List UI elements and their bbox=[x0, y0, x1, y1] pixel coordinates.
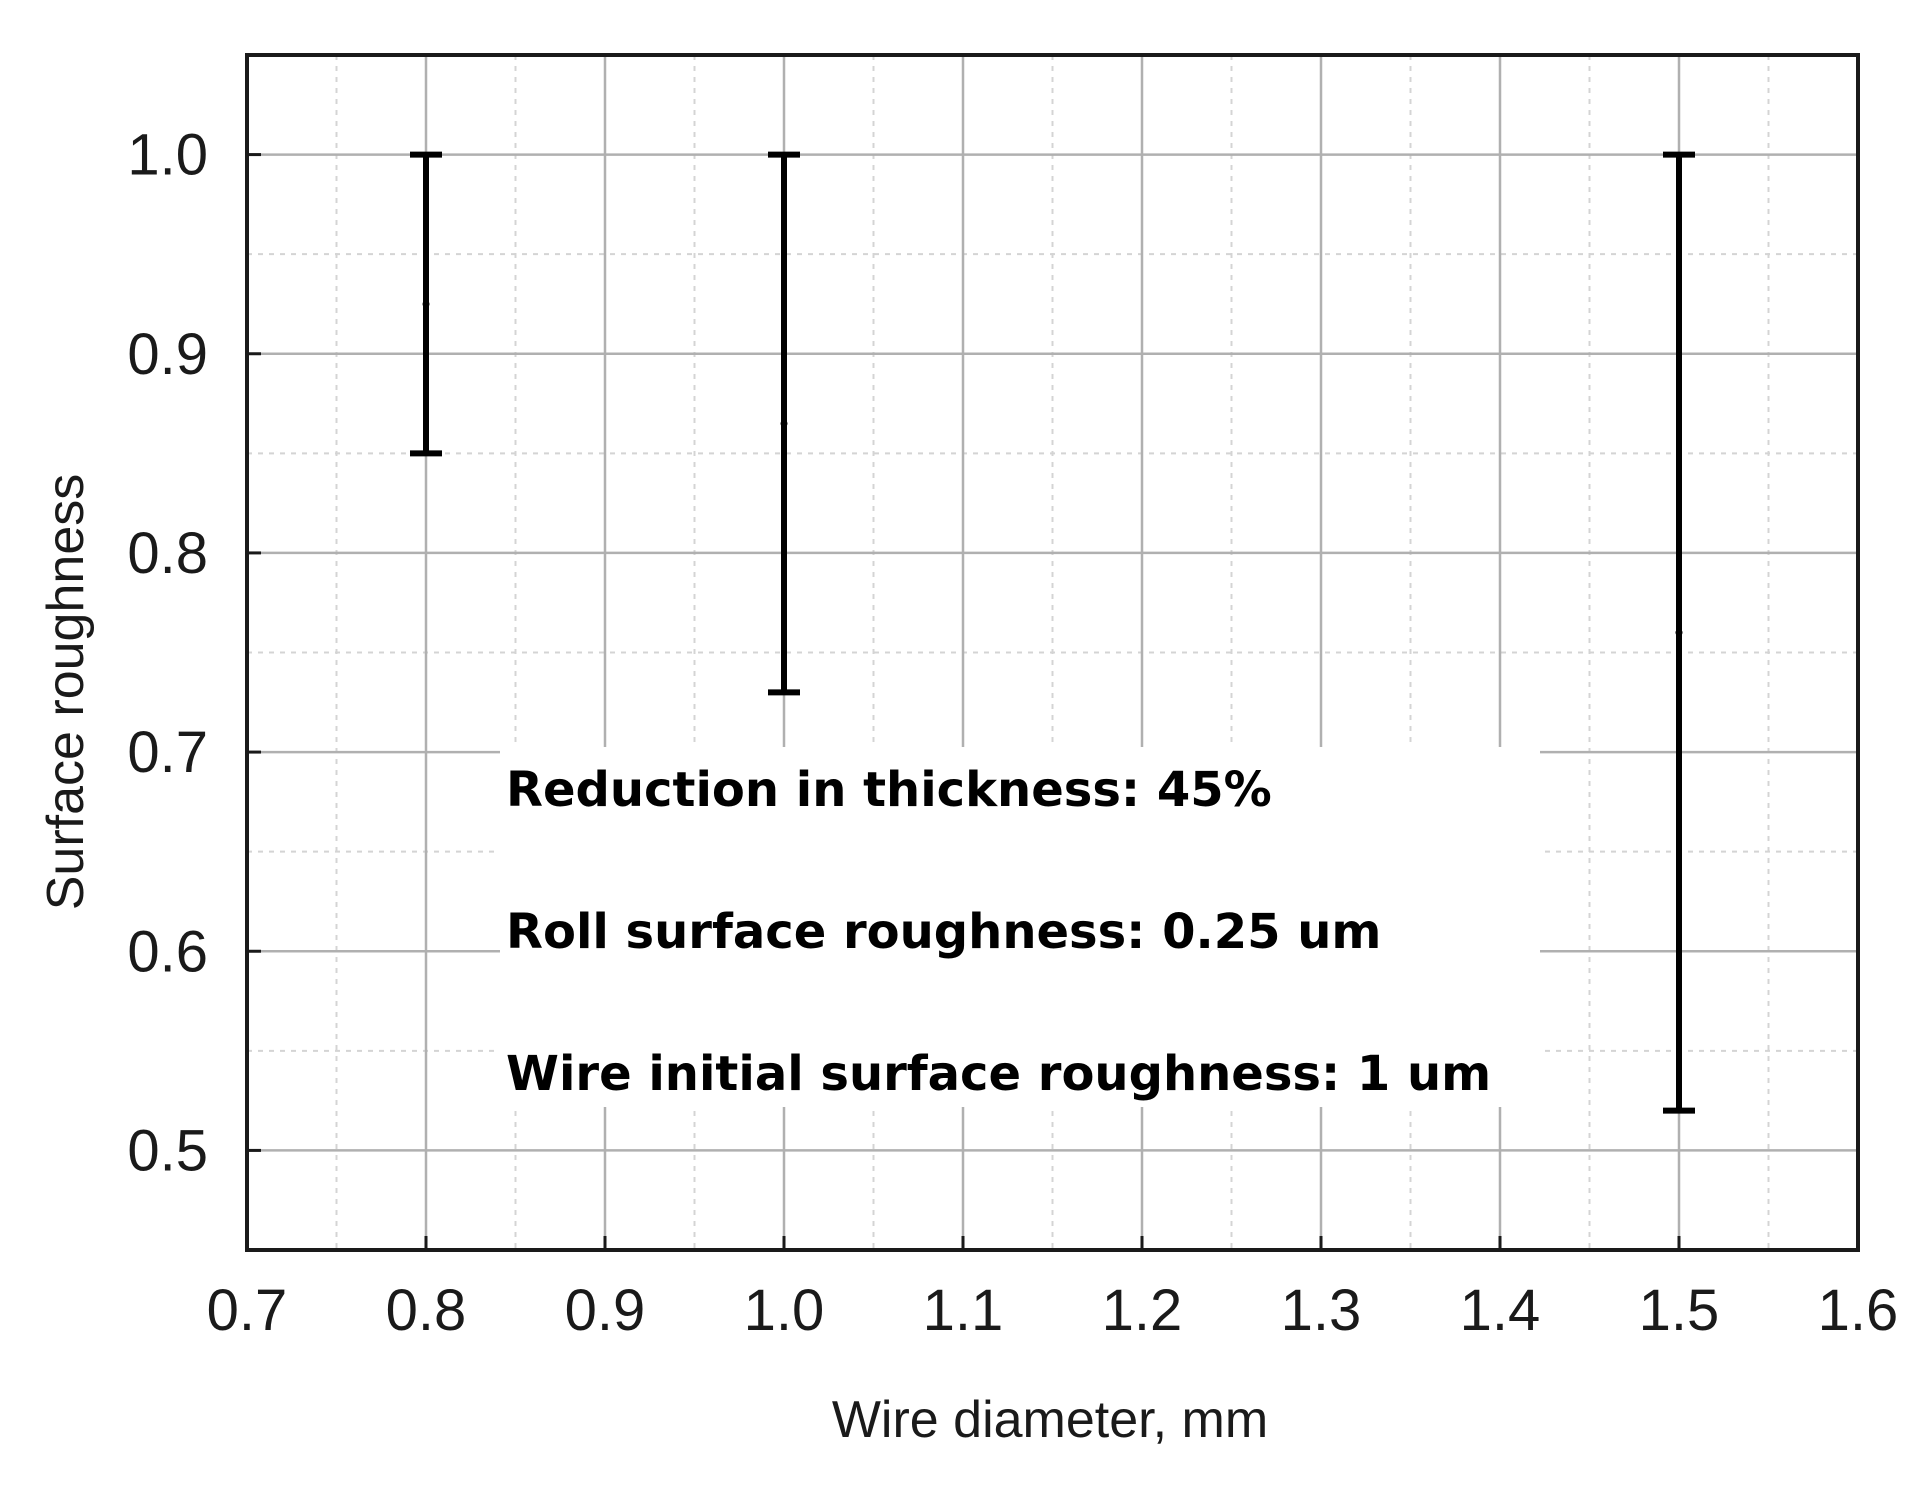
x-tick-label: 1.3 bbox=[1281, 1278, 1362, 1343]
y-tick-label: 0.7 bbox=[127, 720, 208, 785]
x-tick-label: 1.1 bbox=[923, 1278, 1004, 1343]
data-point bbox=[422, 300, 430, 308]
annotation-background bbox=[500, 747, 1540, 1107]
x-tick-label: 1.6 bbox=[1818, 1278, 1899, 1343]
annotation-box: Reduction in thickness: 45% Roll surface… bbox=[506, 762, 1491, 1102]
x-tick-label: 0.8 bbox=[386, 1278, 467, 1343]
x-axis-title: Wire diameter, mm bbox=[832, 1391, 1268, 1449]
annotation-wire-roughness: Wire initial surface roughness: 1 um bbox=[506, 1046, 1491, 1102]
x-tick-label: 1.2 bbox=[1102, 1278, 1183, 1343]
y-tick-label: 0.9 bbox=[127, 322, 208, 387]
y-axis-title: Surface roughness bbox=[37, 474, 95, 911]
x-tick-label: 0.7 bbox=[207, 1278, 288, 1343]
x-tick-label: 1.0 bbox=[744, 1278, 825, 1343]
data-point bbox=[780, 419, 788, 427]
y-tick-labels: 0.5 0.6 0.7 0.8 0.9 1.0 bbox=[127, 123, 208, 1184]
data-point bbox=[1675, 629, 1683, 637]
x-tick-label: 1.5 bbox=[1639, 1278, 1720, 1343]
x-tick-label: 0.9 bbox=[565, 1278, 646, 1343]
annotation-reduction: Reduction in thickness: 45% bbox=[506, 762, 1272, 818]
x-tick-labels: 0.7 0.8 0.9 1.0 1.1 1.2 1.3 1.4 1.5 1.6 bbox=[207, 1278, 1899, 1343]
y-tick-label: 1.0 bbox=[127, 123, 208, 188]
x-tick-label: 1.4 bbox=[1460, 1278, 1541, 1343]
error-bars bbox=[410, 151, 1695, 1114]
annotation-roll-roughness: Roll surface roughness: 0.25 um bbox=[506, 904, 1381, 960]
y-tick-label: 0.5 bbox=[127, 1118, 208, 1183]
y-tick-label: 0.6 bbox=[127, 919, 208, 984]
y-tick-label: 0.8 bbox=[127, 521, 208, 586]
plot-frame bbox=[245, 53, 1860, 1252]
axis-ticks bbox=[245, 153, 1860, 1250]
